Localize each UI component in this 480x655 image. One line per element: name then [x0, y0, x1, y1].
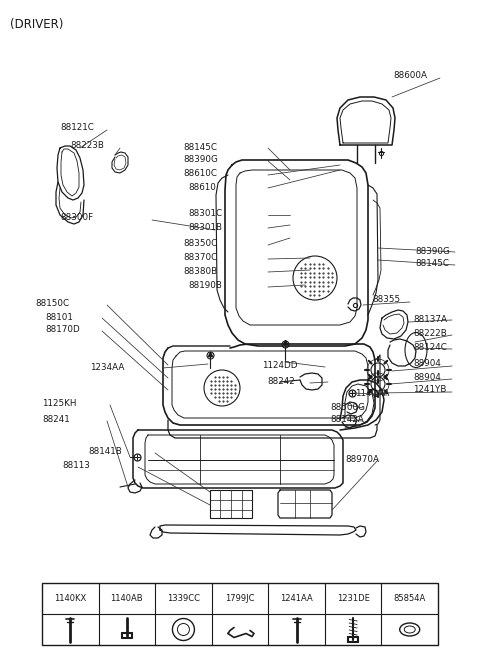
Text: 1799JC: 1799JC [225, 594, 255, 603]
Text: 88170D: 88170D [45, 326, 80, 335]
Text: 88145C: 88145C [415, 259, 449, 269]
Text: 88223B: 88223B [70, 141, 104, 151]
Text: 1241YB: 1241YB [413, 386, 446, 394]
Text: 88380B: 88380B [183, 267, 217, 276]
Text: 88904: 88904 [413, 373, 441, 381]
Text: 1241AA: 1241AA [280, 594, 313, 603]
Text: 88145C: 88145C [183, 143, 217, 151]
Text: (DRIVER): (DRIVER) [10, 18, 63, 31]
Text: 88124C: 88124C [413, 343, 447, 352]
Bar [210, 490, 252, 518]
Text: 88121C: 88121C [60, 124, 94, 132]
Text: 1140AB: 1140AB [110, 594, 143, 603]
Text: 1339CC: 1339CC [167, 594, 200, 603]
Text: 1231DE: 1231DE [336, 594, 370, 603]
Text: 1125KH: 1125KH [42, 400, 76, 409]
Text: 88970A: 88970A [345, 455, 379, 464]
Text: 88610C: 88610C [183, 170, 217, 179]
Text: 88350C: 88350C [183, 240, 217, 248]
Text: 88242: 88242 [267, 377, 295, 386]
Text: 88355: 88355 [372, 295, 400, 305]
Text: 88500G: 88500G [330, 403, 365, 411]
Text: 88113: 88113 [62, 462, 90, 470]
Text: 88150C: 88150C [35, 299, 69, 307]
Text: 88190B: 88190B [188, 282, 222, 291]
Bar [42, 583, 438, 645]
Text: 88370C: 88370C [183, 253, 217, 263]
Text: 88390G: 88390G [183, 155, 218, 164]
Text: 1234AA: 1234AA [90, 362, 124, 371]
Text: 85854A: 85854A [394, 594, 426, 603]
Text: 88390G: 88390G [415, 246, 450, 255]
Text: 88600A: 88600A [393, 71, 427, 81]
Text: 88904: 88904 [413, 360, 441, 369]
Text: 88241: 88241 [42, 415, 70, 424]
Text: 1140KX: 1140KX [54, 594, 86, 603]
Text: 1140AA: 1140AA [355, 390, 389, 398]
Text: 88222B: 88222B [413, 329, 447, 339]
Text: 88301C: 88301C [188, 210, 222, 219]
Text: 88141B: 88141B [88, 447, 122, 457]
Text: 1124DD: 1124DD [262, 362, 298, 371]
Text: 88610: 88610 [188, 183, 216, 191]
Text: 88137A: 88137A [413, 314, 447, 324]
Text: 88300F: 88300F [60, 214, 93, 223]
Text: 88101: 88101 [45, 312, 73, 322]
Text: 88142A: 88142A [330, 415, 364, 424]
Text: 88301B: 88301B [188, 223, 222, 231]
